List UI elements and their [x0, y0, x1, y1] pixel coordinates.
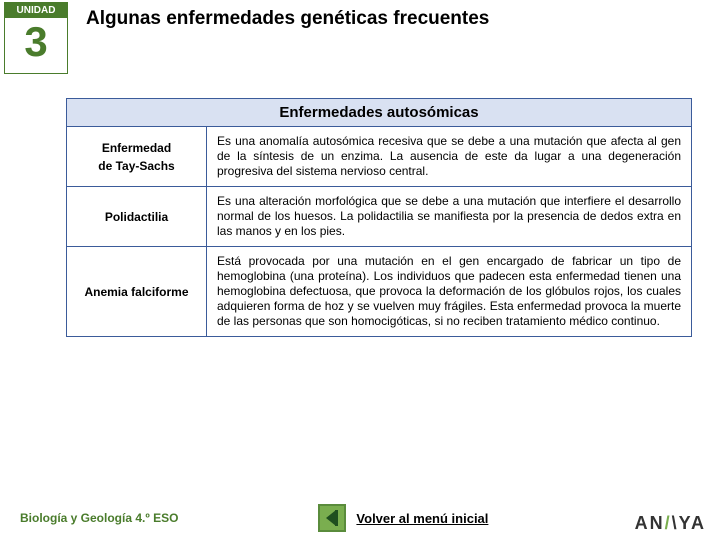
- publisher-logo: AN/\YA: [635, 513, 706, 534]
- table-heading: Enfermedades autosómicas: [67, 99, 691, 127]
- unit-label: UNIDAD: [5, 3, 67, 18]
- back-to-menu-link[interactable]: Volver al menú inicial: [318, 504, 488, 532]
- back-arrow-icon: [318, 504, 346, 532]
- subject-label: Biología y Geología 4.º ESO: [20, 511, 178, 525]
- table-row: Polidactilia Es una alteración morfológi…: [67, 187, 691, 247]
- unit-number: 3: [5, 18, 67, 66]
- table-row: Enfermedad de Tay-Sachs Es una anomalía …: [67, 127, 691, 187]
- diseases-table: Enfermedades autosómicas Enfermedad de T…: [66, 98, 692, 337]
- disease-name-line1: Enfermedad: [102, 139, 171, 157]
- slide-footer: Biología y Geología 4.º ESO Volver al me…: [0, 504, 720, 532]
- page-title: Algunas enfermedades genéticas frecuente…: [86, 8, 489, 30]
- slide-header: UNIDAD 3 Algunas enfermedades genéticas …: [0, 0, 720, 78]
- disease-description: Es una anomalía autosómica recesiva que …: [207, 127, 691, 186]
- disease-description: Es una alteración morfológica que se deb…: [207, 187, 691, 246]
- table-row: Anemia falciforme Está provocada por una…: [67, 247, 691, 336]
- disease-name-line1: Polidactilia: [105, 208, 168, 226]
- disease-name: Anemia falciforme: [67, 247, 207, 336]
- back-to-menu-label: Volver al menú inicial: [356, 511, 488, 526]
- disease-name: Enfermedad de Tay-Sachs: [67, 127, 207, 186]
- disease-name-line2: de Tay-Sachs: [98, 157, 174, 175]
- disease-name-line1: Anemia falciforme: [84, 283, 188, 301]
- disease-name: Polidactilia: [67, 187, 207, 246]
- disease-description: Está provocada por una mutación en el ge…: [207, 247, 691, 336]
- unit-badge: UNIDAD 3: [4, 2, 68, 74]
